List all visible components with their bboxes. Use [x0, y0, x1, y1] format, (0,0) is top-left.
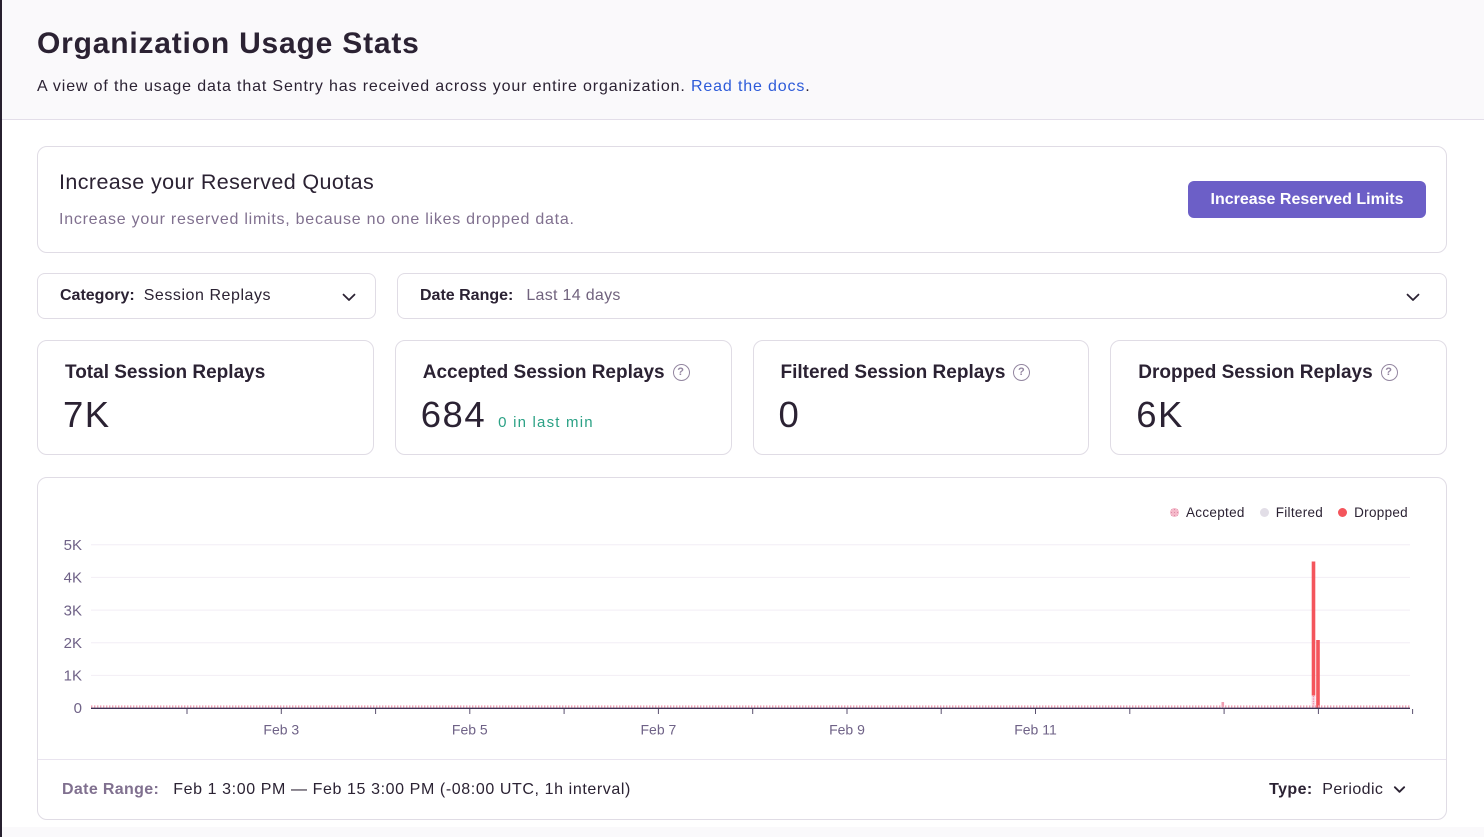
- svg-text:Feb 9: Feb 9: [829, 722, 865, 738]
- svg-text:Feb 7: Feb 7: [640, 722, 676, 738]
- svg-text:Feb 11: Feb 11: [1014, 722, 1057, 738]
- svg-text:Feb 5: Feb 5: [452, 722, 488, 738]
- svg-text:4K: 4K: [64, 570, 82, 587]
- svg-text:Feb 3: Feb 3: [263, 722, 299, 738]
- svg-text:5K: 5K: [64, 537, 82, 554]
- svg-text:2K: 2K: [64, 635, 82, 652]
- svg-text:3K: 3K: [64, 602, 82, 619]
- svg-text:1K: 1K: [64, 668, 82, 685]
- svg-text:0: 0: [74, 700, 82, 717]
